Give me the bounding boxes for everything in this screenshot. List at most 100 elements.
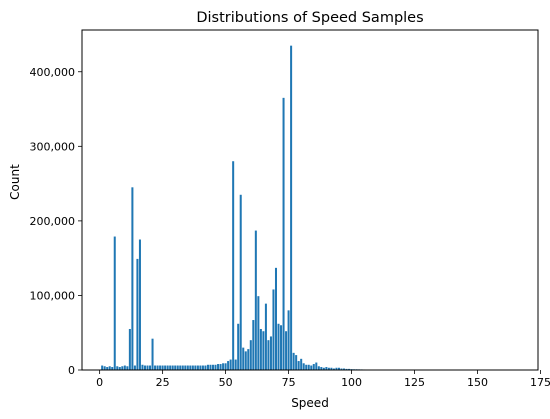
x-tick-label: 50 (219, 376, 233, 389)
x-tick-label: 100 (341, 376, 362, 389)
y-tick-label: 400,000 (30, 66, 76, 79)
bar (202, 366, 204, 370)
bar (139, 240, 141, 370)
bar (305, 365, 307, 370)
bar (217, 364, 219, 370)
bar (179, 366, 181, 370)
bar (212, 365, 214, 370)
y-tick-label: 0 (68, 364, 75, 377)
bar (283, 98, 285, 370)
bar (250, 340, 252, 370)
bar (147, 366, 149, 370)
bar (270, 336, 272, 370)
bar (174, 366, 176, 370)
y-axis-label: Count (8, 164, 22, 200)
bar (162, 366, 164, 370)
bar (199, 366, 201, 370)
bar (131, 187, 133, 370)
bar (134, 366, 136, 370)
bar (154, 366, 156, 370)
bar (288, 310, 290, 370)
bar (114, 237, 116, 370)
bar (152, 339, 154, 370)
bar (177, 366, 179, 370)
bar (194, 366, 196, 370)
bar (116, 366, 118, 370)
bar (182, 366, 184, 370)
bar (109, 366, 111, 370)
bar (235, 360, 237, 370)
y-tick-label: 200,000 (30, 215, 76, 228)
bar (262, 331, 264, 370)
bar (310, 366, 312, 370)
x-tick-label: 25 (156, 376, 170, 389)
bar (207, 365, 209, 370)
bar (141, 365, 143, 370)
bar (159, 366, 161, 370)
bar (240, 195, 242, 370)
bar (104, 366, 106, 370)
bar (144, 366, 146, 370)
bar (172, 366, 174, 370)
y-tick-label: 300,000 (30, 140, 76, 153)
bar (225, 363, 227, 370)
x-axis-label: Speed (291, 396, 329, 410)
bar (189, 366, 191, 370)
bar (298, 361, 300, 370)
bar (275, 268, 277, 370)
bar (293, 353, 295, 370)
bar (300, 359, 302, 370)
x-tick-label: 0 (96, 376, 103, 389)
bar (126, 366, 128, 370)
bar (169, 366, 171, 370)
bar (136, 259, 138, 370)
bar (257, 296, 259, 370)
x-tick-label: 175 (530, 376, 550, 389)
bar (237, 324, 239, 370)
bar (157, 366, 159, 370)
bar (184, 366, 186, 370)
bar (101, 366, 103, 370)
y-tick-label: 100,000 (30, 289, 76, 302)
x-tick-label: 75 (282, 376, 296, 389)
bar (280, 325, 282, 370)
bar (187, 366, 189, 370)
bar (265, 304, 267, 370)
bar (192, 366, 194, 370)
bar (318, 366, 320, 370)
bar (313, 364, 315, 370)
bar (303, 363, 305, 370)
bar (164, 366, 166, 370)
bar (121, 366, 123, 370)
bar (252, 320, 254, 370)
bar (315, 363, 317, 370)
bar (197, 366, 199, 370)
bar (290, 46, 292, 370)
x-tick-label: 150 (467, 376, 488, 389)
bar (227, 361, 229, 370)
bar (295, 355, 297, 370)
bar (278, 324, 280, 370)
bar (247, 349, 249, 370)
bar (209, 365, 211, 370)
bar (220, 364, 222, 370)
bar (242, 348, 244, 370)
bar (167, 366, 169, 370)
bar (222, 363, 224, 370)
bar (285, 331, 287, 370)
bar (204, 366, 206, 370)
bar (308, 365, 310, 370)
bar (255, 231, 257, 370)
bar (129, 329, 131, 370)
bar (149, 366, 151, 370)
x-tick-label: 125 (404, 376, 425, 389)
bar (232, 161, 234, 370)
chart-title: Distributions of Speed Samples (196, 10, 423, 26)
bar (215, 365, 217, 370)
bar (124, 366, 126, 370)
bar (267, 340, 269, 370)
bar (272, 289, 274, 370)
bar (245, 351, 247, 370)
